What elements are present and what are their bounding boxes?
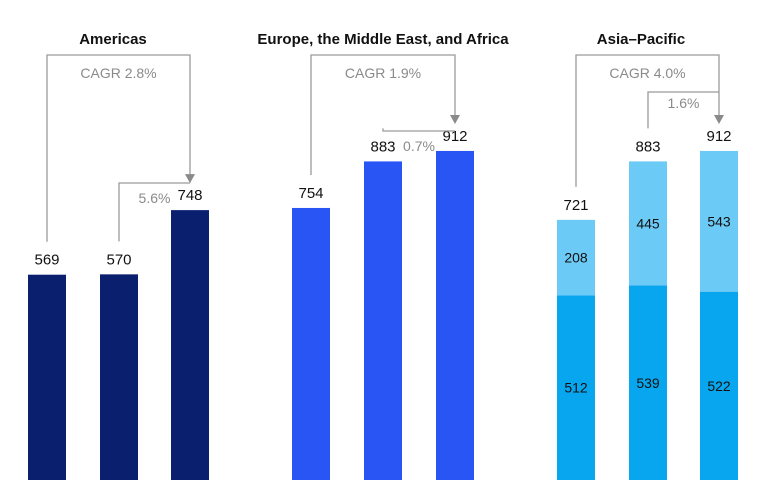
bar-value-label: 569 bbox=[34, 252, 59, 269]
chart-title: Europe, the Middle East, and Africa bbox=[257, 31, 509, 48]
growth-connector bbox=[118, 182, 190, 242]
bar bbox=[292, 207, 330, 480]
segment-label: 208 bbox=[564, 250, 588, 266]
cagr-label: CAGR 1.9% bbox=[345, 65, 421, 81]
bar bbox=[171, 210, 209, 480]
bar-segment-lower bbox=[700, 291, 738, 480]
chart-title: Americas bbox=[79, 31, 147, 48]
cagr-connector bbox=[310, 54, 456, 175]
cagr-connector bbox=[46, 54, 191, 242]
growth-label: 5.6% bbox=[139, 190, 171, 206]
bar-segment-lower bbox=[557, 295, 595, 480]
segment-label: 512 bbox=[564, 380, 588, 396]
bar-segment-lower bbox=[629, 285, 667, 480]
bar-value-label: 721 bbox=[563, 197, 588, 214]
segment-label: 522 bbox=[707, 378, 731, 394]
bar-value-label: 912 bbox=[706, 128, 731, 145]
bar bbox=[100, 274, 138, 480]
growth-label: 1.6% bbox=[668, 95, 700, 111]
chart-panel-2: Europe, the Middle East, and Africa 754 88… bbox=[257, 31, 509, 480]
bar-value-label: 883 bbox=[635, 138, 660, 155]
bar-segment-upper bbox=[629, 161, 667, 286]
growth-connector bbox=[382, 128, 455, 132]
bar bbox=[364, 161, 402, 480]
bar-value-label: 912 bbox=[442, 128, 467, 145]
bar-value-label: 570 bbox=[106, 251, 131, 268]
segment-label: 539 bbox=[636, 375, 660, 391]
bar-value-label: 748 bbox=[177, 187, 202, 204]
arrow-down-icon bbox=[450, 114, 460, 124]
bar-segment-upper bbox=[700, 150, 738, 292]
cagr-label: CAGR 4.0% bbox=[609, 65, 685, 81]
arrow-down-icon bbox=[714, 114, 724, 124]
cagr-connector bbox=[575, 54, 720, 187]
cagr-label: CAGR 2.8% bbox=[80, 65, 156, 81]
growth-label: 0.7% bbox=[403, 138, 435, 154]
chart-panel-3: Asia–Pacific 512 208 539 445 522 543 721 883 912 C… bbox=[557, 31, 738, 480]
bar-value-label: 754 bbox=[298, 185, 323, 202]
arrow-down-icon bbox=[185, 174, 195, 184]
segment-label: 445 bbox=[636, 215, 660, 231]
bar bbox=[436, 150, 474, 480]
segment-label: 543 bbox=[707, 213, 731, 229]
bar-value-label: 883 bbox=[370, 138, 395, 155]
bar bbox=[28, 274, 66, 480]
growth-connector bbox=[647, 91, 719, 129]
bar-segment-upper bbox=[557, 219, 595, 296]
chart-title: Asia–Pacific bbox=[597, 31, 685, 48]
chart-panel-1: Americas 569 570 748 CAGR 2.8% 5.6% bbox=[28, 31, 209, 480]
